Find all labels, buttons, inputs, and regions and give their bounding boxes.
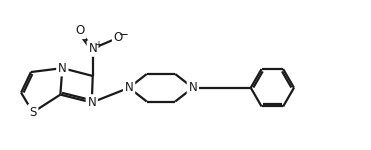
Text: N: N [188,81,197,94]
Text: N: N [88,42,97,55]
Text: O: O [114,31,123,44]
Text: N: N [58,62,67,75]
Text: O: O [75,24,85,37]
Text: N: N [125,81,134,94]
Text: N: N [88,96,96,109]
Text: +: + [93,40,102,50]
Text: −: − [119,28,129,41]
Text: S: S [29,106,37,119]
